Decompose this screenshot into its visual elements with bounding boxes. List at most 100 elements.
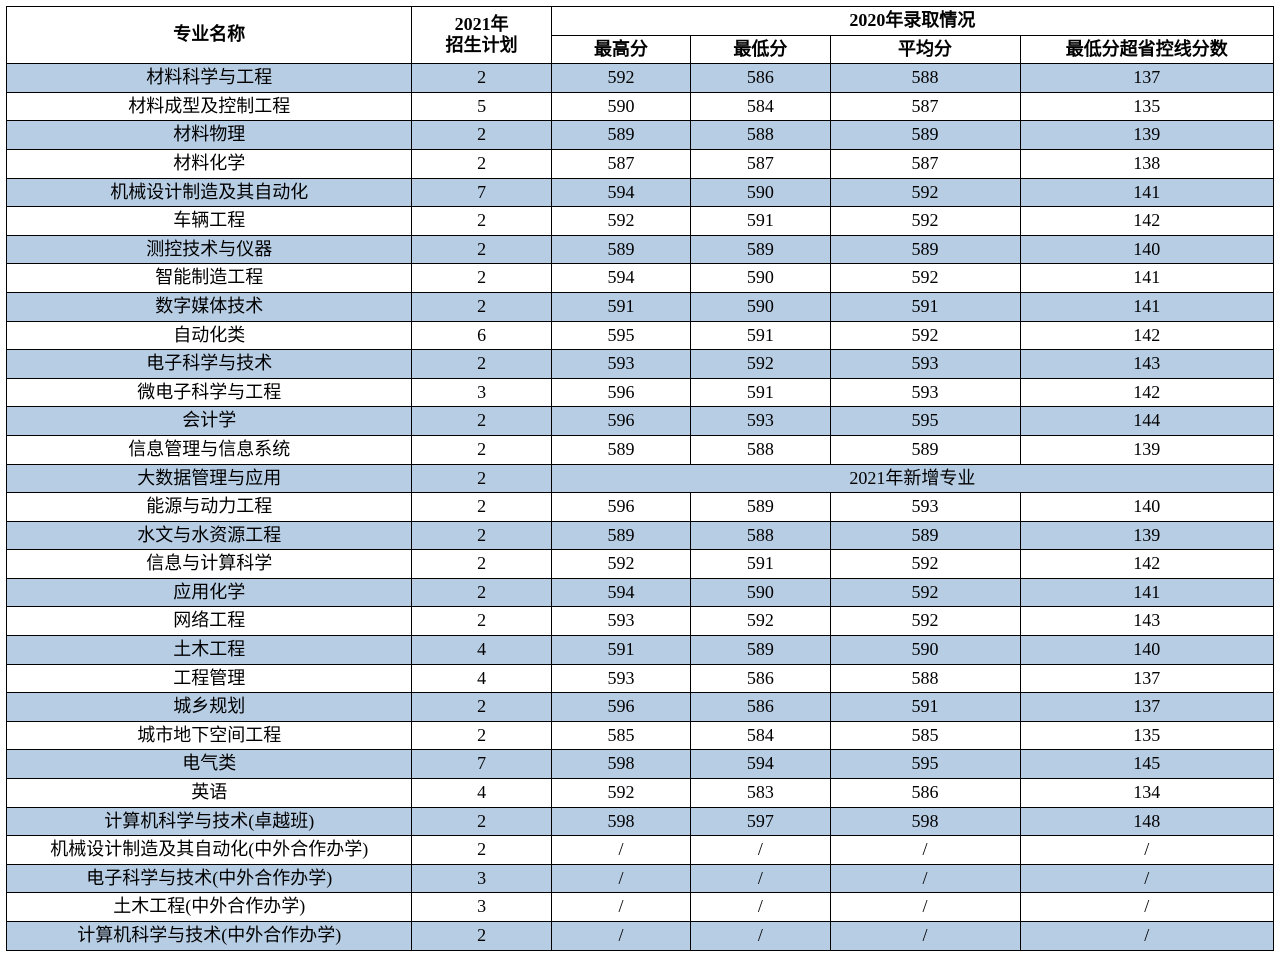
cell-min: /	[691, 893, 830, 922]
cell-gap: 143	[1020, 607, 1273, 636]
cell-avg: 593	[830, 378, 1020, 407]
cell-avg: 588	[830, 664, 1020, 693]
cell-avg: 586	[830, 779, 1020, 808]
cell-plan: 4	[412, 636, 551, 665]
admission-table: 专业名称 2021年 招生计划 2020年录取情况 最高分 最低分 平均分 最低…	[6, 6, 1274, 951]
cell-gap: 142	[1020, 550, 1273, 579]
cell-major-name: 网络工程	[7, 607, 412, 636]
cell-min: 587	[691, 149, 830, 178]
cell-gap: 143	[1020, 350, 1273, 379]
table-row: 计算机科学与技术(卓越班)2598597598148	[7, 807, 1274, 836]
cell-max: 593	[551, 350, 690, 379]
table-row: 大数据管理与应用22021年新增专业	[7, 464, 1274, 493]
cell-min: 591	[691, 207, 830, 236]
cell-max: 596	[551, 693, 690, 722]
cell-max: 596	[551, 407, 690, 436]
table-row: 英语4592583586134	[7, 779, 1274, 808]
cell-plan: 2	[412, 922, 551, 951]
cell-plan: 3	[412, 893, 551, 922]
cell-plan: 5	[412, 92, 551, 121]
cell-plan: 2	[412, 836, 551, 865]
cell-max: 589	[551, 435, 690, 464]
cell-gap: 135	[1020, 92, 1273, 121]
table-row: 微电子科学与工程3596591593142	[7, 378, 1274, 407]
cell-avg: /	[830, 922, 1020, 951]
table-row: 电子科学与技术2593592593143	[7, 350, 1274, 379]
cell-max: 591	[551, 292, 690, 321]
cell-major-name: 会计学	[7, 407, 412, 436]
cell-max: 596	[551, 378, 690, 407]
cell-gap: 139	[1020, 121, 1273, 150]
cell-gap: 138	[1020, 149, 1273, 178]
cell-min: 586	[691, 664, 830, 693]
cell-gap: 134	[1020, 779, 1273, 808]
header-avg: 平均分	[830, 35, 1020, 64]
cell-major-name: 材料成型及控制工程	[7, 92, 412, 121]
header-name: 专业名称	[7, 7, 412, 64]
cell-max: 593	[551, 664, 690, 693]
cell-plan: 7	[412, 178, 551, 207]
cell-major-name: 工程管理	[7, 664, 412, 693]
cell-gap: 148	[1020, 807, 1273, 836]
cell-min: 588	[691, 521, 830, 550]
header-group-2020: 2020年录取情况	[551, 7, 1273, 36]
cell-major-name: 城市地下空间工程	[7, 721, 412, 750]
cell-max: 598	[551, 807, 690, 836]
cell-gap: 145	[1020, 750, 1273, 779]
cell-gap: 141	[1020, 578, 1273, 607]
cell-avg: 587	[830, 149, 1020, 178]
cell-max: 590	[551, 92, 690, 121]
cell-max: 598	[551, 750, 690, 779]
table-row: 数字媒体技术2591590591141	[7, 292, 1274, 321]
table-row: 信息与计算科学2592591592142	[7, 550, 1274, 579]
cell-avg: /	[830, 836, 1020, 865]
cell-avg: 593	[830, 350, 1020, 379]
cell-min: 586	[691, 693, 830, 722]
cell-major-name: 计算机科学与技术(卓越班)	[7, 807, 412, 836]
cell-avg: 587	[830, 92, 1020, 121]
cell-major-name: 应用化学	[7, 578, 412, 607]
cell-major-name: 机械设计制造及其自动化(中外合作办学)	[7, 836, 412, 865]
cell-major-name: 英语	[7, 779, 412, 808]
cell-max: 592	[551, 779, 690, 808]
cell-major-name: 大数据管理与应用	[7, 464, 412, 493]
cell-max: 591	[551, 636, 690, 665]
table-row: 电子科学与技术(中外合作办学)3////	[7, 864, 1274, 893]
cell-plan: 2	[412, 807, 551, 836]
cell-min: 588	[691, 435, 830, 464]
cell-min: 594	[691, 750, 830, 779]
cell-gap: 135	[1020, 721, 1273, 750]
table-row: 城市地下空间工程2585584585135	[7, 721, 1274, 750]
cell-max: 592	[551, 64, 690, 93]
cell-plan: 2	[412, 693, 551, 722]
cell-max: /	[551, 864, 690, 893]
cell-min: 590	[691, 578, 830, 607]
cell-major-name: 信息管理与信息系统	[7, 435, 412, 464]
cell-min: 588	[691, 121, 830, 150]
table-row: 能源与动力工程2596589593140	[7, 493, 1274, 522]
cell-avg: 589	[830, 435, 1020, 464]
cell-min: 586	[691, 64, 830, 93]
cell-min: 584	[691, 721, 830, 750]
cell-avg: 592	[830, 550, 1020, 579]
cell-avg: 592	[830, 207, 1020, 236]
header-max: 最高分	[551, 35, 690, 64]
cell-min: /	[691, 922, 830, 951]
cell-min: 597	[691, 807, 830, 836]
cell-gap: 144	[1020, 407, 1273, 436]
cell-gap: 137	[1020, 693, 1273, 722]
cell-min: 592	[691, 350, 830, 379]
cell-gap: 137	[1020, 664, 1273, 693]
cell-major-name: 电子科学与技术(中外合作办学)	[7, 864, 412, 893]
table-row: 工程管理4593586588137	[7, 664, 1274, 693]
table-row: 信息管理与信息系统2589588589139	[7, 435, 1274, 464]
cell-avg: 591	[830, 292, 1020, 321]
cell-min: 591	[691, 378, 830, 407]
table-row: 会计学2596593595144	[7, 407, 1274, 436]
header-plan-line1: 2021年	[455, 14, 509, 34]
table-row: 车辆工程2592591592142	[7, 207, 1274, 236]
cell-gap: 139	[1020, 521, 1273, 550]
table-header: 专业名称 2021年 招生计划 2020年录取情况 最高分 最低分 平均分 最低…	[7, 7, 1274, 64]
cell-major-name: 材料物理	[7, 121, 412, 150]
cell-plan: 2	[412, 235, 551, 264]
